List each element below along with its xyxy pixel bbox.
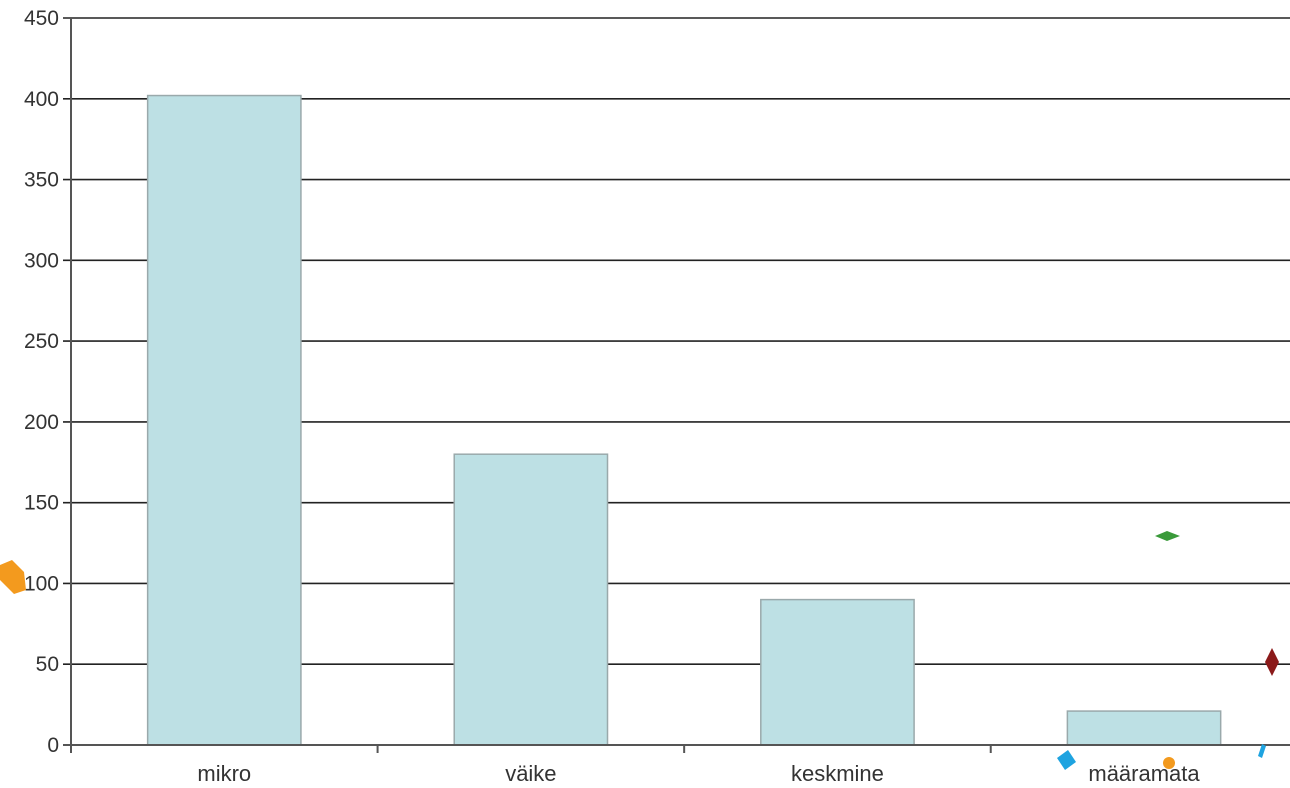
y-tick-label: 150 — [24, 492, 59, 515]
y-tick-label: 450 — [24, 7, 59, 30]
y-tick-label: 250 — [24, 330, 59, 353]
y-tick-label: 50 — [36, 653, 59, 676]
green-diamond-shape — [1155, 531, 1180, 541]
bar-2 — [760, 598, 915, 746]
orange-decorative-shape — [0, 560, 26, 594]
axes — [63, 18, 1290, 753]
x-category-label: mikro — [197, 761, 251, 786]
bar-1 — [453, 453, 609, 746]
x-category-label: väike — [505, 761, 556, 786]
y-tick-label: 200 — [24, 411, 59, 434]
blue-decorative-shape — [1057, 750, 1076, 770]
orange-dot — [1163, 757, 1175, 769]
y-tick-label: 350 — [24, 169, 59, 192]
y-tick-label: 400 — [24, 88, 59, 111]
y-tick-label: 300 — [24, 249, 59, 272]
y-tick-labels: 0 50 100 150 200 250 300 350 400 450 — [24, 7, 59, 757]
bars — [146, 94, 1222, 746]
red-diamond-shape — [1265, 648, 1279, 676]
x-category-label: keskmine — [791, 761, 884, 786]
y-tick-label: 100 — [24, 572, 59, 595]
bar-0 — [146, 94, 302, 746]
x-category-label: määramata — [1088, 761, 1200, 786]
x-tick-labels: mikro väike keskmine määramata — [197, 761, 1200, 786]
decorative-marks — [0, 531, 1279, 770]
bar-3 — [1066, 710, 1222, 746]
blue-stroke-shape — [1258, 744, 1266, 758]
y-tick-label: 0 — [47, 734, 59, 757]
